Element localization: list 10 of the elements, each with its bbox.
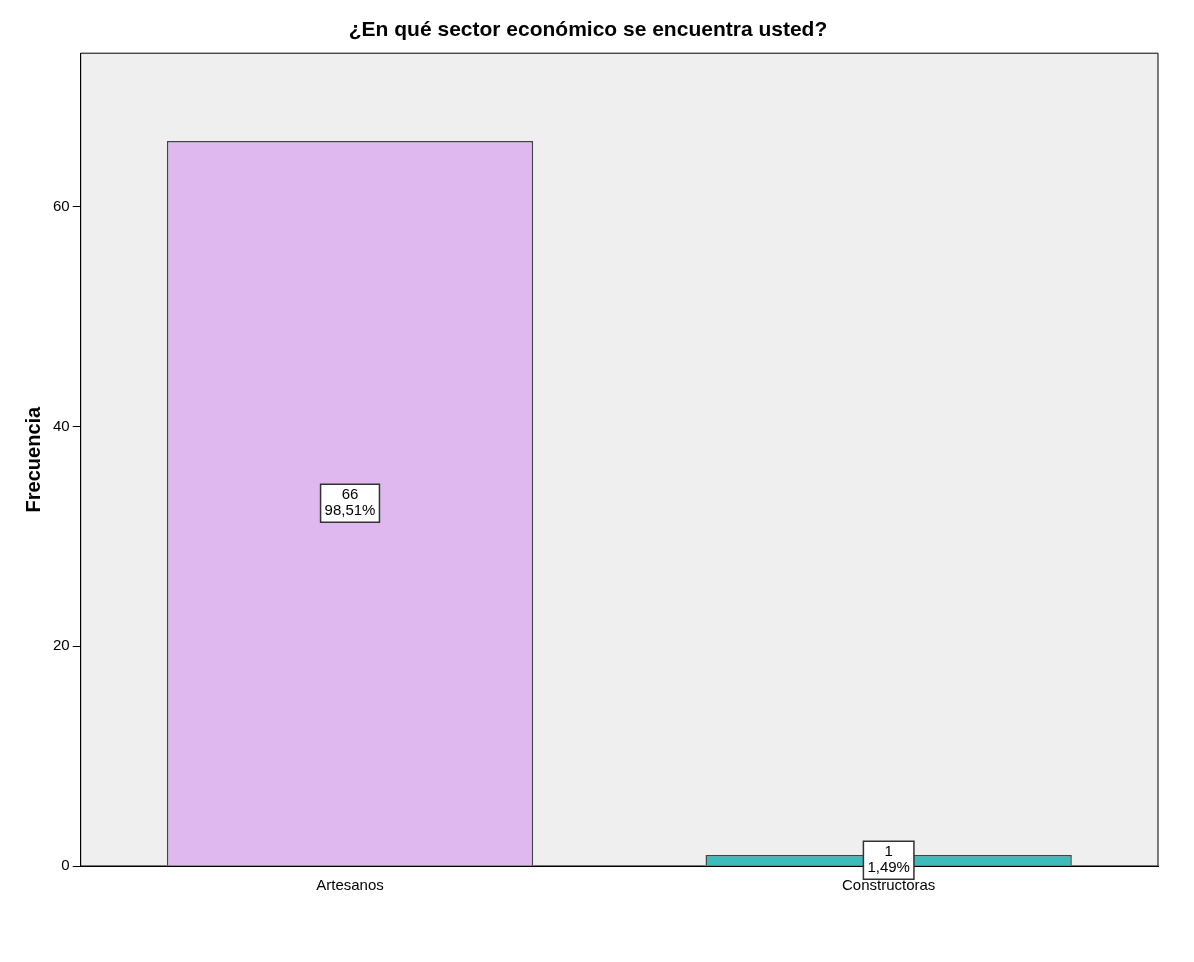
x-tick-label: Artesanos xyxy=(316,876,384,894)
y-tick-label: 20 xyxy=(53,636,70,654)
data-label: 1 1,49% xyxy=(867,842,910,876)
x-tick-label: Constructoras xyxy=(841,876,936,894)
chart-title: ¿En qué sector económico se encuentra usted? xyxy=(348,17,828,41)
data-label: 66 98,51% xyxy=(324,485,376,519)
y-tick-label: 40 xyxy=(53,416,70,434)
y-axis-title: Frecuencia xyxy=(21,405,44,513)
y-tick-label: 0 xyxy=(61,856,70,874)
y-tick-label: 60 xyxy=(53,197,70,215)
